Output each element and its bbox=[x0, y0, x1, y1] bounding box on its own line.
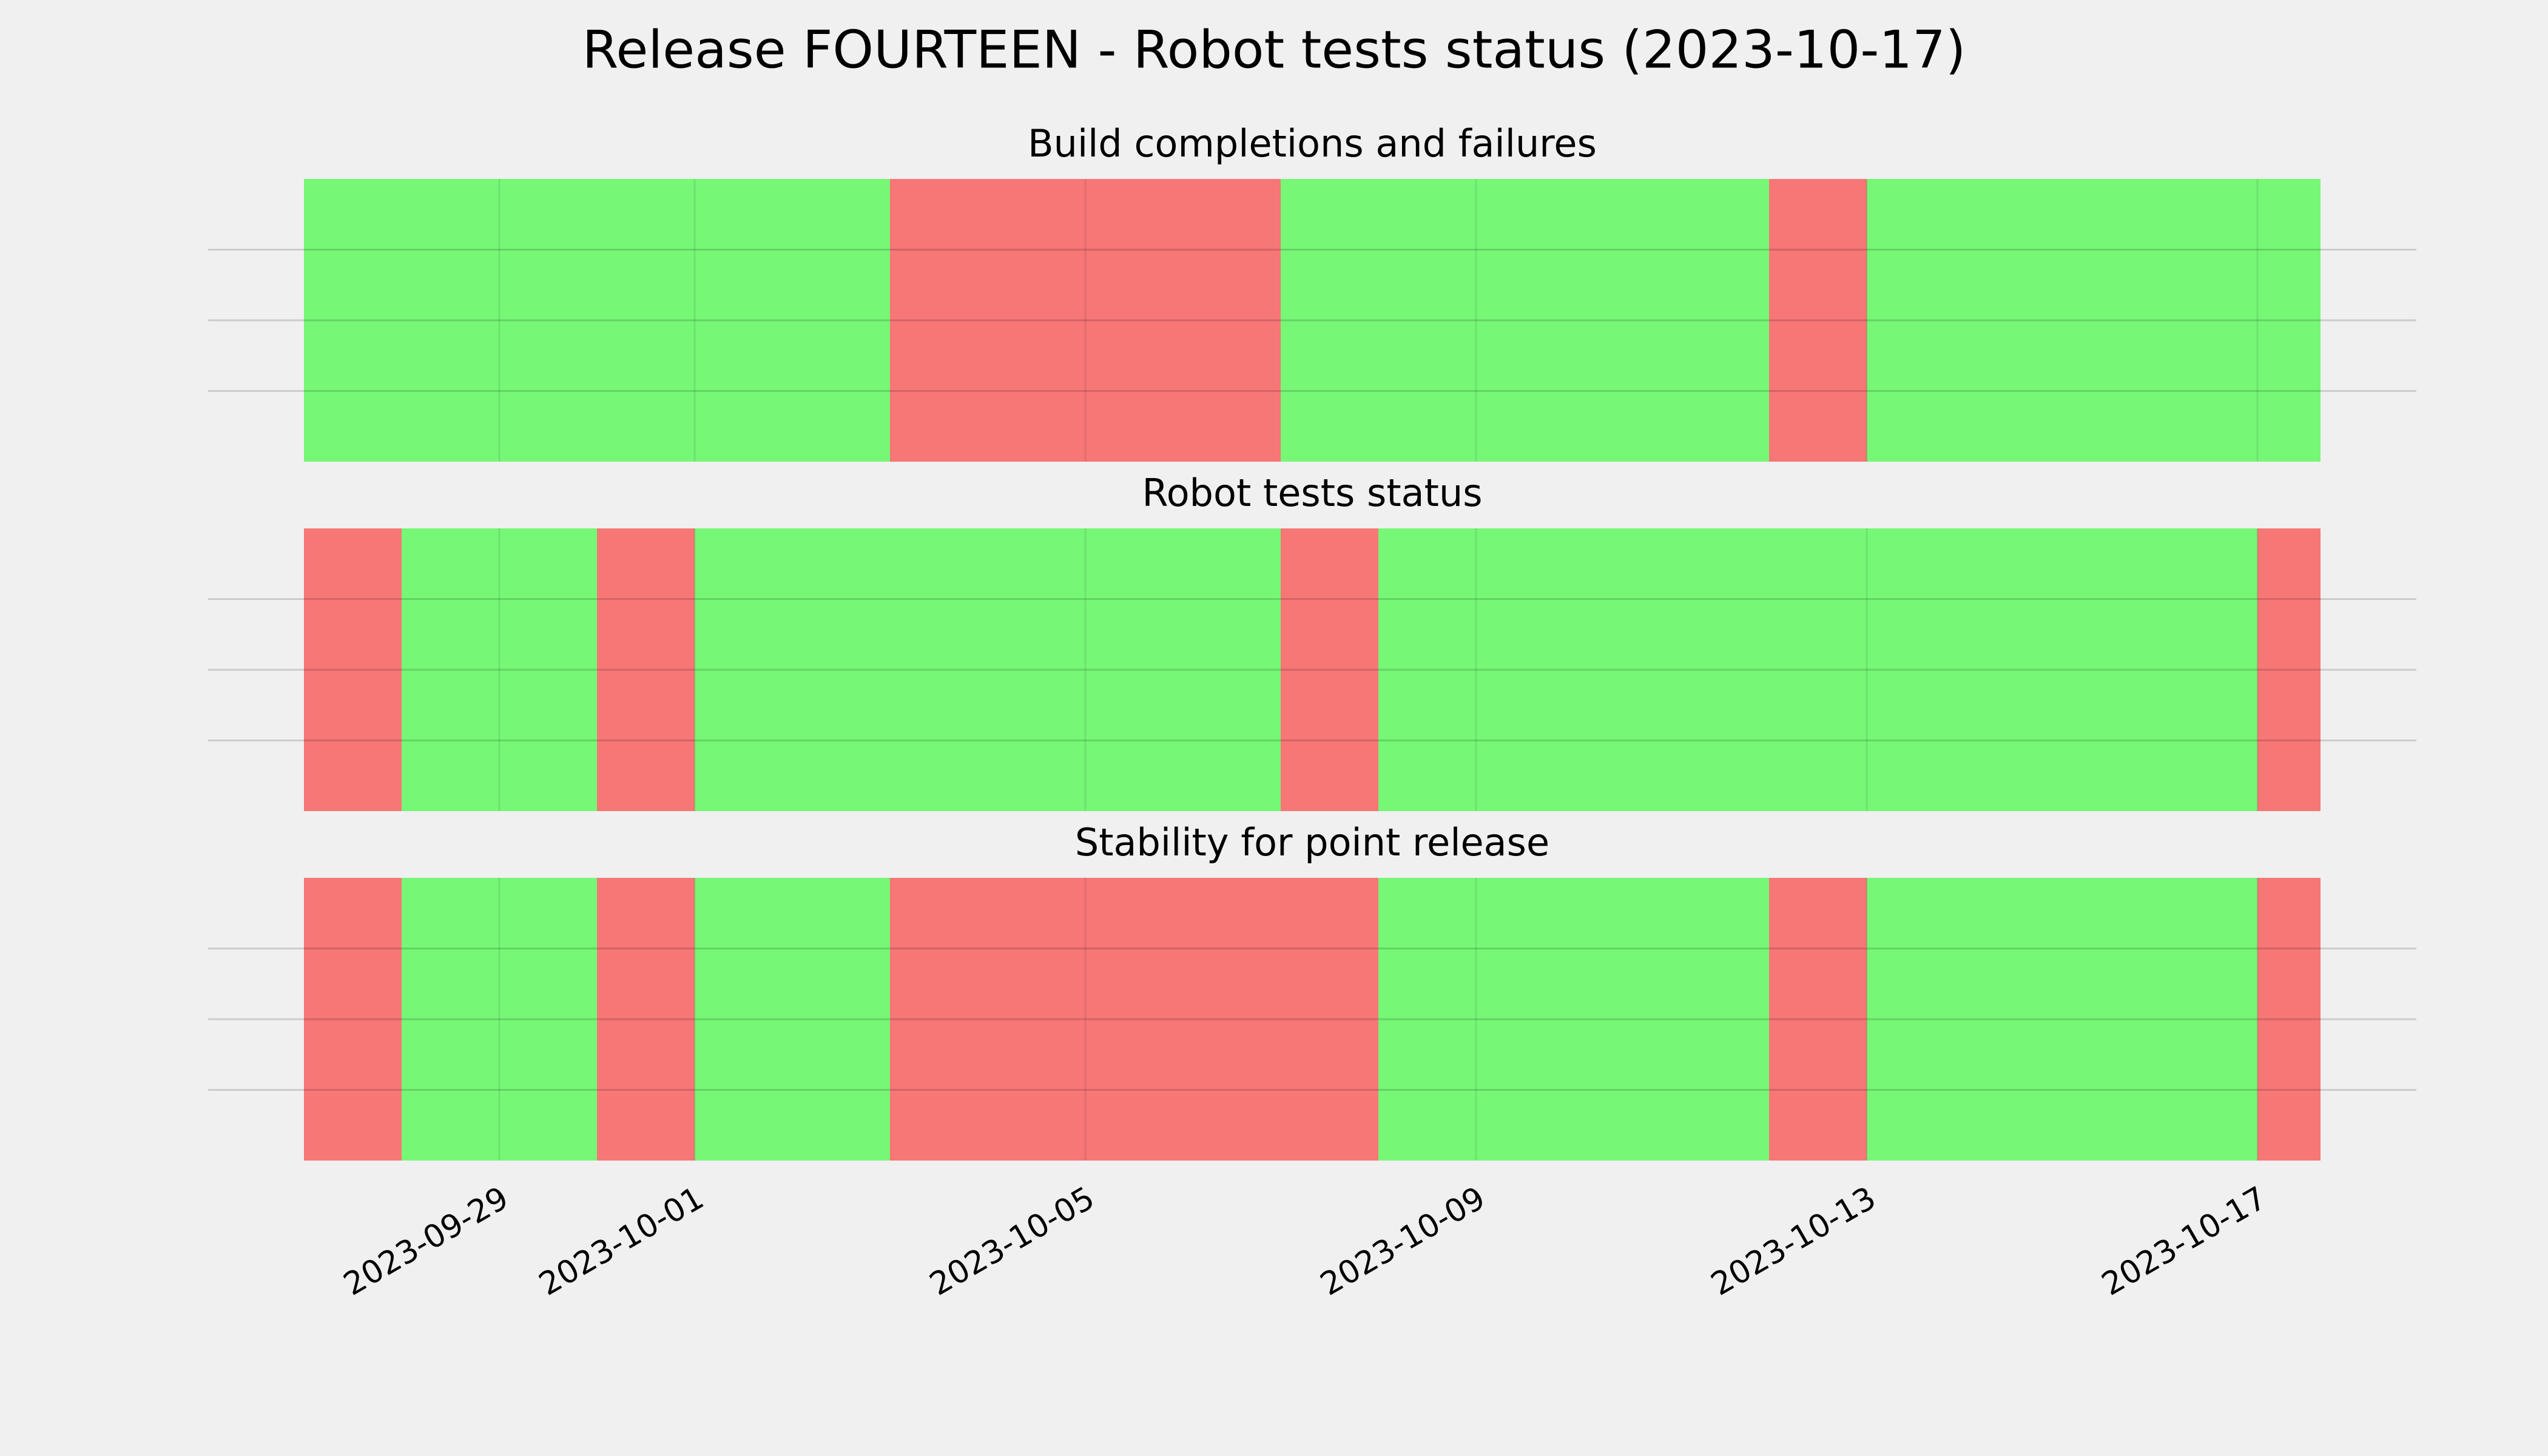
status-span bbox=[1867, 179, 2320, 462]
panel-title: Build completions and failures bbox=[1028, 121, 1597, 166]
status-span bbox=[890, 179, 1281, 462]
status-span bbox=[1769, 878, 1867, 1161]
status-span bbox=[2257, 878, 2320, 1161]
status-span bbox=[1378, 528, 2258, 811]
panel-title: Stability for point release bbox=[1075, 820, 1549, 864]
status-span bbox=[1378, 878, 1770, 1161]
status-span bbox=[695, 878, 891, 1161]
status-span bbox=[695, 528, 1281, 811]
status-span bbox=[402, 878, 598, 1161]
status-span bbox=[1769, 179, 1867, 462]
status-span bbox=[304, 528, 402, 811]
status-span bbox=[2257, 528, 2320, 811]
panel-title: Robot tests status bbox=[1142, 471, 1482, 515]
figure-title: Release FOURTEEN - Robot tests status (2… bbox=[582, 19, 1966, 80]
status-span bbox=[1867, 878, 2258, 1161]
status-span bbox=[1281, 179, 1770, 462]
status-span bbox=[597, 878, 695, 1161]
status-span bbox=[304, 878, 402, 1161]
status-span bbox=[597, 528, 695, 811]
status-span bbox=[890, 878, 1379, 1161]
status-span bbox=[304, 179, 891, 462]
status-span bbox=[402, 528, 598, 811]
status-span bbox=[1281, 528, 1379, 811]
